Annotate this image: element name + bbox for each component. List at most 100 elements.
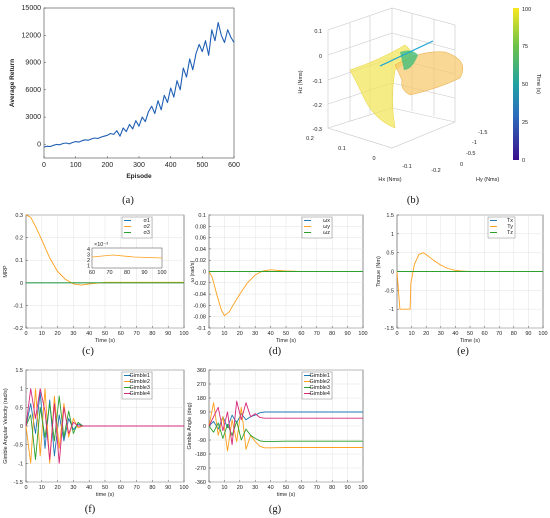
b-cbar-tick: 100 [522,7,531,13]
x-tick-label: 100 [70,162,82,169]
x-tick-label: 70 [314,331,320,337]
b-y-label: Hy (Nms) [476,177,499,183]
panel-label-g: (g) [269,504,282,515]
y-tick-label: -0.5 [14,443,23,449]
series-line-y [208,269,363,317]
y-tick-label: -360 [195,480,206,486]
y-axis-label: Torque (Nm) [376,256,382,287]
y-tick-label: -1 [18,461,23,467]
inset-x-tick: 90 [141,270,147,276]
x-tick-label: 50 [102,485,108,491]
x-tick-label: 60 [298,485,304,491]
x-tick-label: 60 [118,331,124,337]
y-tick-label: -180 [195,452,206,458]
y-tick-label: 0.5 [15,405,23,411]
y-tick-label: -0.02 [193,281,206,287]
chart-a-average-return: 0 100 200 300 400 500 600030006000900012000150… [9,5,240,180]
panel-b-3d-plot: 100 75 50 25 0 Time (s) 0.1 0 -0.1 -0.2 … [298,7,541,183]
y-tick-label: 0 [391,270,394,276]
b-x-tick: 0 [372,156,375,162]
x-axis-label: Time (s) [460,338,480,344]
panel-label-d: (d) [269,346,282,357]
legend-entry: σ3 [144,230,150,236]
x-tick-label: 80 [329,331,335,337]
b-z-tick: -0.3 [313,127,322,133]
x-tick-label: 20 [237,485,243,491]
series-line-gimble3 [25,395,184,461]
b-x-tick: 0.1 [338,146,346,152]
x-tick-label: 90 [345,331,351,337]
x-tick-label: 10 [39,485,45,491]
x-tick-label: 50 [283,485,289,491]
y-tick-label: 3000 [25,114,41,121]
inset-x-tick: 70 [106,270,112,276]
inset-y-tick: 2 [87,258,90,264]
x-tick-label: 50 [467,331,473,337]
x-tick-label: 500 [196,162,208,169]
y-axis-label: ω (rad/s) [190,260,196,282]
b-z-tick: 0 [319,54,322,60]
y-tick-label: 360 [197,368,206,374]
legend-entry: Gimble2 [130,379,150,385]
x-tick-label: 20 [55,331,61,337]
y-tick-label: 0.1 [198,213,206,219]
x-tick-label: 90 [345,485,351,491]
b-x-tick: 0.2 [306,136,314,142]
legend-entry: Gimble4 [310,391,330,397]
x-tick-label: 90 [165,331,171,337]
y-tick-label: 6000 [25,87,41,94]
x-tick-label: 0 [24,485,27,491]
b-cbar-tick: 75 [522,44,528,50]
x-tick-label: 20 [423,331,429,337]
x-tick-label: 30 [70,331,76,337]
x-tick-label: 80 [149,485,155,491]
y-tick-label: 15000 [22,5,42,12]
x-tick-label: 60 [482,331,488,337]
legend-entry: ωy [323,224,330,230]
b-colorbar-label: Time (s) [535,74,541,94]
b-trajectory-line [379,40,434,67]
legend-entry: Tz [507,230,513,236]
legend-entry: Ty [507,224,513,230]
y-axis-label: MRP [3,265,9,278]
x-tick-label: 60 [118,485,124,491]
x-tick-label: 0 [207,331,210,337]
y-tick-label: 0 [20,424,23,430]
inset-x-tick: 80 [124,270,130,276]
y-tick-label: 0.2 [15,236,23,242]
y-tick-label: 0.3 [15,213,23,219]
inset-x-tick: 60 [89,270,95,276]
x-tick-label: 100 [179,331,188,337]
x-tick-label: 100 [358,485,367,491]
x-tick-label: 80 [149,331,155,337]
y-tick-label: -0.1 [197,326,206,332]
y-axis-label: Average Return [9,59,16,107]
legend-box [301,371,333,400]
x-tick-label: 0 [207,485,210,491]
x-tick-label: 30 [70,485,76,491]
panel-label-a: (a) [122,195,134,206]
x-tick-label: 40 [268,485,274,491]
chart-d-angular-rate: 0 10 20 30 40 50 60 70 80 90 100 0.1 0.08 0.06 0.04 0.0… [190,213,368,344]
y-tick-label: 0.02 [195,258,206,264]
panel-label-b: (b) [407,195,420,206]
panel-label-e: (e) [457,346,469,357]
y-tick-label: 90 [200,410,206,416]
x-axis-label: Episode [126,173,152,180]
chart-g-gimbal-angle: 0 10 20 30 40 50 60 70 80 90 100 360 270 180 90 0 -90 -18… [187,368,368,498]
x-tick-label: 50 [283,331,289,337]
inset-series-line [91,254,163,259]
b-y-tick: -1.5 [478,130,487,136]
b-cbar-tick: 0 [522,158,525,164]
y-tick-label: -1.5 [385,326,394,332]
x-tick-label: 70 [314,485,320,491]
x-tick-label: 20 [237,331,243,337]
b-cbar-tick: 25 [522,120,528,126]
x-tick-label: 40 [268,331,274,337]
x-tick-label: 0 [24,331,27,337]
legend-entry: Gimble2 [310,379,330,385]
x-tick-label: 20 [55,485,61,491]
y-tick-label: -0.5 [385,288,394,294]
x-tick-label: 70 [134,485,140,491]
